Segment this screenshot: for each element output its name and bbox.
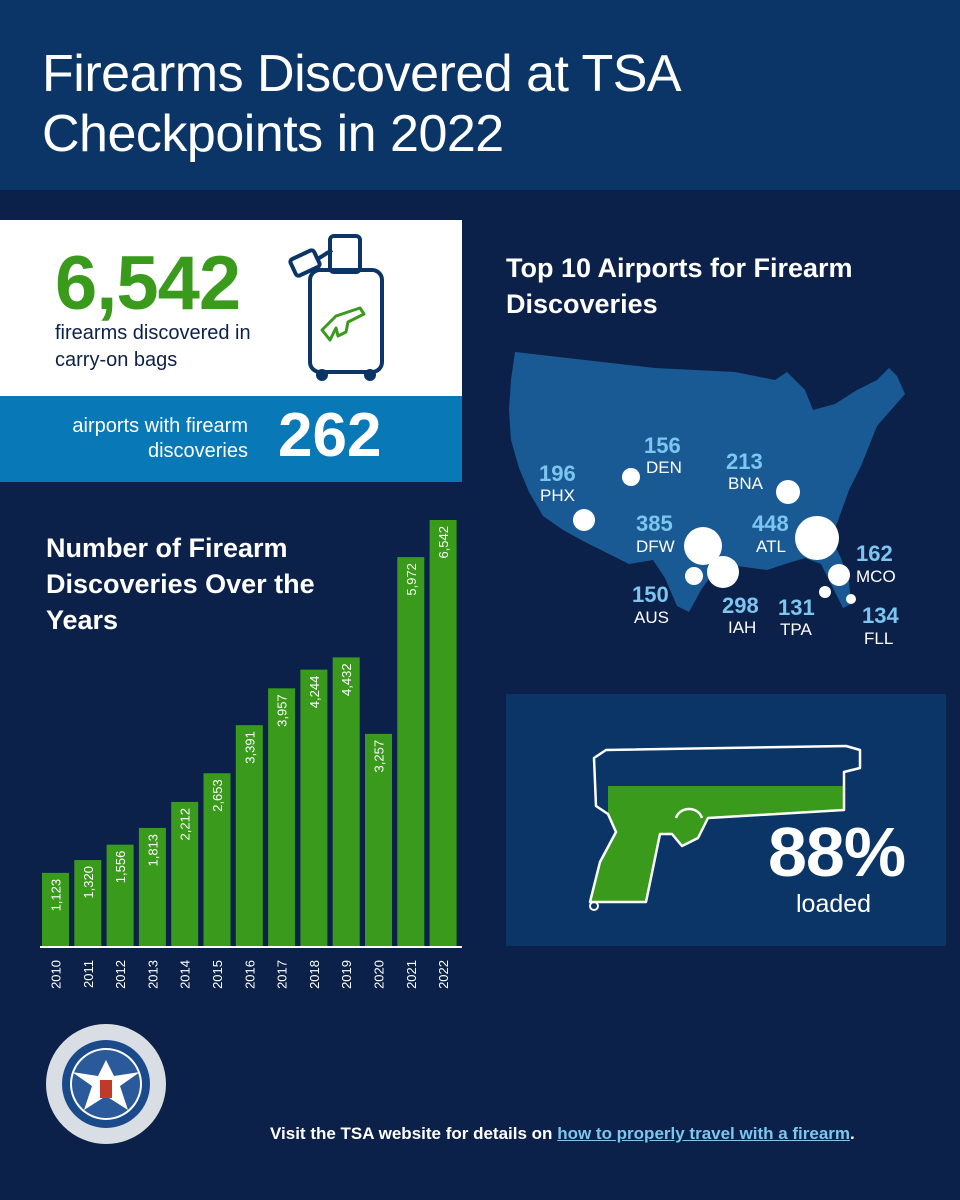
airport-count-den: 156 — [644, 433, 681, 458]
bar-2011 — [74, 860, 102, 946]
airport-code-dfw: DFW — [636, 537, 675, 556]
x-tick-label-2021: 2021 — [404, 960, 419, 989]
bar-2017 — [268, 688, 296, 946]
bar-2022 — [429, 520, 457, 946]
bar-value-label-2020: 3,257 — [372, 740, 387, 773]
airport-code-mco: MCO — [856, 567, 896, 586]
bar-2020 — [365, 733, 392, 946]
airport-count-phx: 196 — [539, 461, 576, 486]
airport-code-iah: IAH — [728, 618, 757, 637]
tsa-seal-icon — [46, 1024, 166, 1144]
total-firearms-caption: firearms discovered in carry-on bags — [55, 322, 251, 371]
bar-value-label-2011: 1,320 — [81, 866, 96, 899]
x-tick-label-2017: 2017 — [275, 960, 290, 989]
airport-code-phx: PHX — [540, 486, 575, 505]
bar-chart: 1,123 2010 1,320 2011 1,556 2012 1,813 2013 2,21… — [40, 520, 462, 989]
us-map — [509, 352, 905, 612]
airport-code-tpa: TPA — [780, 620, 812, 639]
x-tick-label-2012: 2012 — [113, 960, 128, 989]
bar-2014 — [171, 801, 199, 946]
x-tick-label-2010: 2010 — [49, 960, 64, 989]
chart-title: Number of Firearm Discoveries Over the Y… — [46, 533, 315, 635]
airport-count-fll: 134 — [862, 603, 899, 628]
airport-code-fll: FLL — [864, 629, 894, 648]
x-tick-label-2020: 2020 — [372, 960, 387, 989]
bar-2019 — [332, 657, 360, 946]
x-tick-label-2016: 2016 — [242, 960, 257, 989]
bar-2010 — [42, 872, 69, 946]
pistol-icon — [588, 744, 862, 911]
x-tick-label-2018: 2018 — [307, 960, 322, 989]
airport-code-atl: ATL — [756, 537, 786, 556]
bar-value-label-2019: 4,432 — [339, 663, 354, 696]
bar-value-label-2017: 3,957 — [275, 694, 290, 727]
loaded-panel: 88% loaded — [506, 694, 946, 946]
header-banner: Firearms Discovered at TSA Checkpoints i… — [0, 0, 960, 190]
airport-markers — [573, 468, 856, 604]
bar-2012 — [106, 844, 134, 946]
bar-value-label-2010: 1,123 — [49, 879, 64, 912]
bar-value-label-2016: 3,391 — [242, 731, 257, 764]
total-firearms-value: 6,542 — [55, 241, 241, 326]
bar-2016 — [235, 725, 263, 946]
map-title: Top 10 Airports for Firearm Discoveries — [506, 253, 853, 319]
footer-end: . — [850, 1124, 855, 1143]
airport-count-mco: 162 — [856, 541, 893, 566]
bar-2015 — [203, 773, 231, 946]
airport-code-aus: AUS — [634, 608, 669, 627]
airport-count-aus: 150 — [632, 582, 669, 607]
x-tick-label-2013: 2013 — [145, 960, 160, 989]
bar-value-label-2021: 5,972 — [404, 563, 419, 596]
x-tick-label-2019: 2019 — [339, 960, 354, 989]
bar-value-label-2014: 2,212 — [178, 808, 193, 841]
airport-count-dfw: 385 — [636, 511, 673, 536]
loaded-percent: 88% — [768, 813, 906, 891]
bar-value-label-2022: 6,542 — [436, 526, 451, 559]
airport-code-den: DEN — [646, 458, 682, 477]
x-tick-label-2022: 2022 — [436, 960, 451, 989]
x-tick-label-2015: 2015 — [210, 960, 225, 989]
bar-2018 — [300, 669, 328, 946]
airport-count-tpa: 131 — [778, 595, 815, 620]
x-tick-label-2014: 2014 — [178, 960, 193, 989]
suitcase-icon — [288, 234, 384, 381]
airports-count-panel: airports with firearm discoveries 262 — [0, 396, 462, 482]
bar-2021 — [397, 557, 425, 946]
bar-value-label-2013: 1,813 — [145, 834, 160, 867]
bar-2013 — [138, 827, 166, 946]
x-tick-label-2011: 2011 — [81, 960, 96, 988]
footer-note: Visit the TSA website for details on how… — [270, 1124, 855, 1144]
total-firearms-panel: 6,542 firearms discovered in carry-on ba… — [0, 220, 462, 396]
bar-value-label-2018: 4,244 — [307, 676, 322, 709]
airport-count-bna: 213 — [726, 449, 763, 474]
firearm-travel-link[interactable]: how to properly travel with a firearm — [557, 1124, 851, 1143]
loaded-label: loaded — [796, 890, 872, 918]
airport-code-bna: BNA — [728, 474, 763, 493]
footer-text: Visit the TSA website for details on — [270, 1124, 553, 1143]
bar-value-label-2015: 2,653 — [210, 779, 225, 812]
airport-count-atl: 448 — [752, 511, 789, 536]
airport-count-iah: 298 — [722, 593, 759, 618]
airports-caption: airports with firearm discoveries — [72, 415, 248, 462]
bar-value-label-2012: 1,556 — [113, 851, 128, 884]
page-title: Firearms Discovered at TSA Checkpoints i… — [42, 45, 679, 163]
airports-count-value: 262 — [278, 401, 382, 470]
